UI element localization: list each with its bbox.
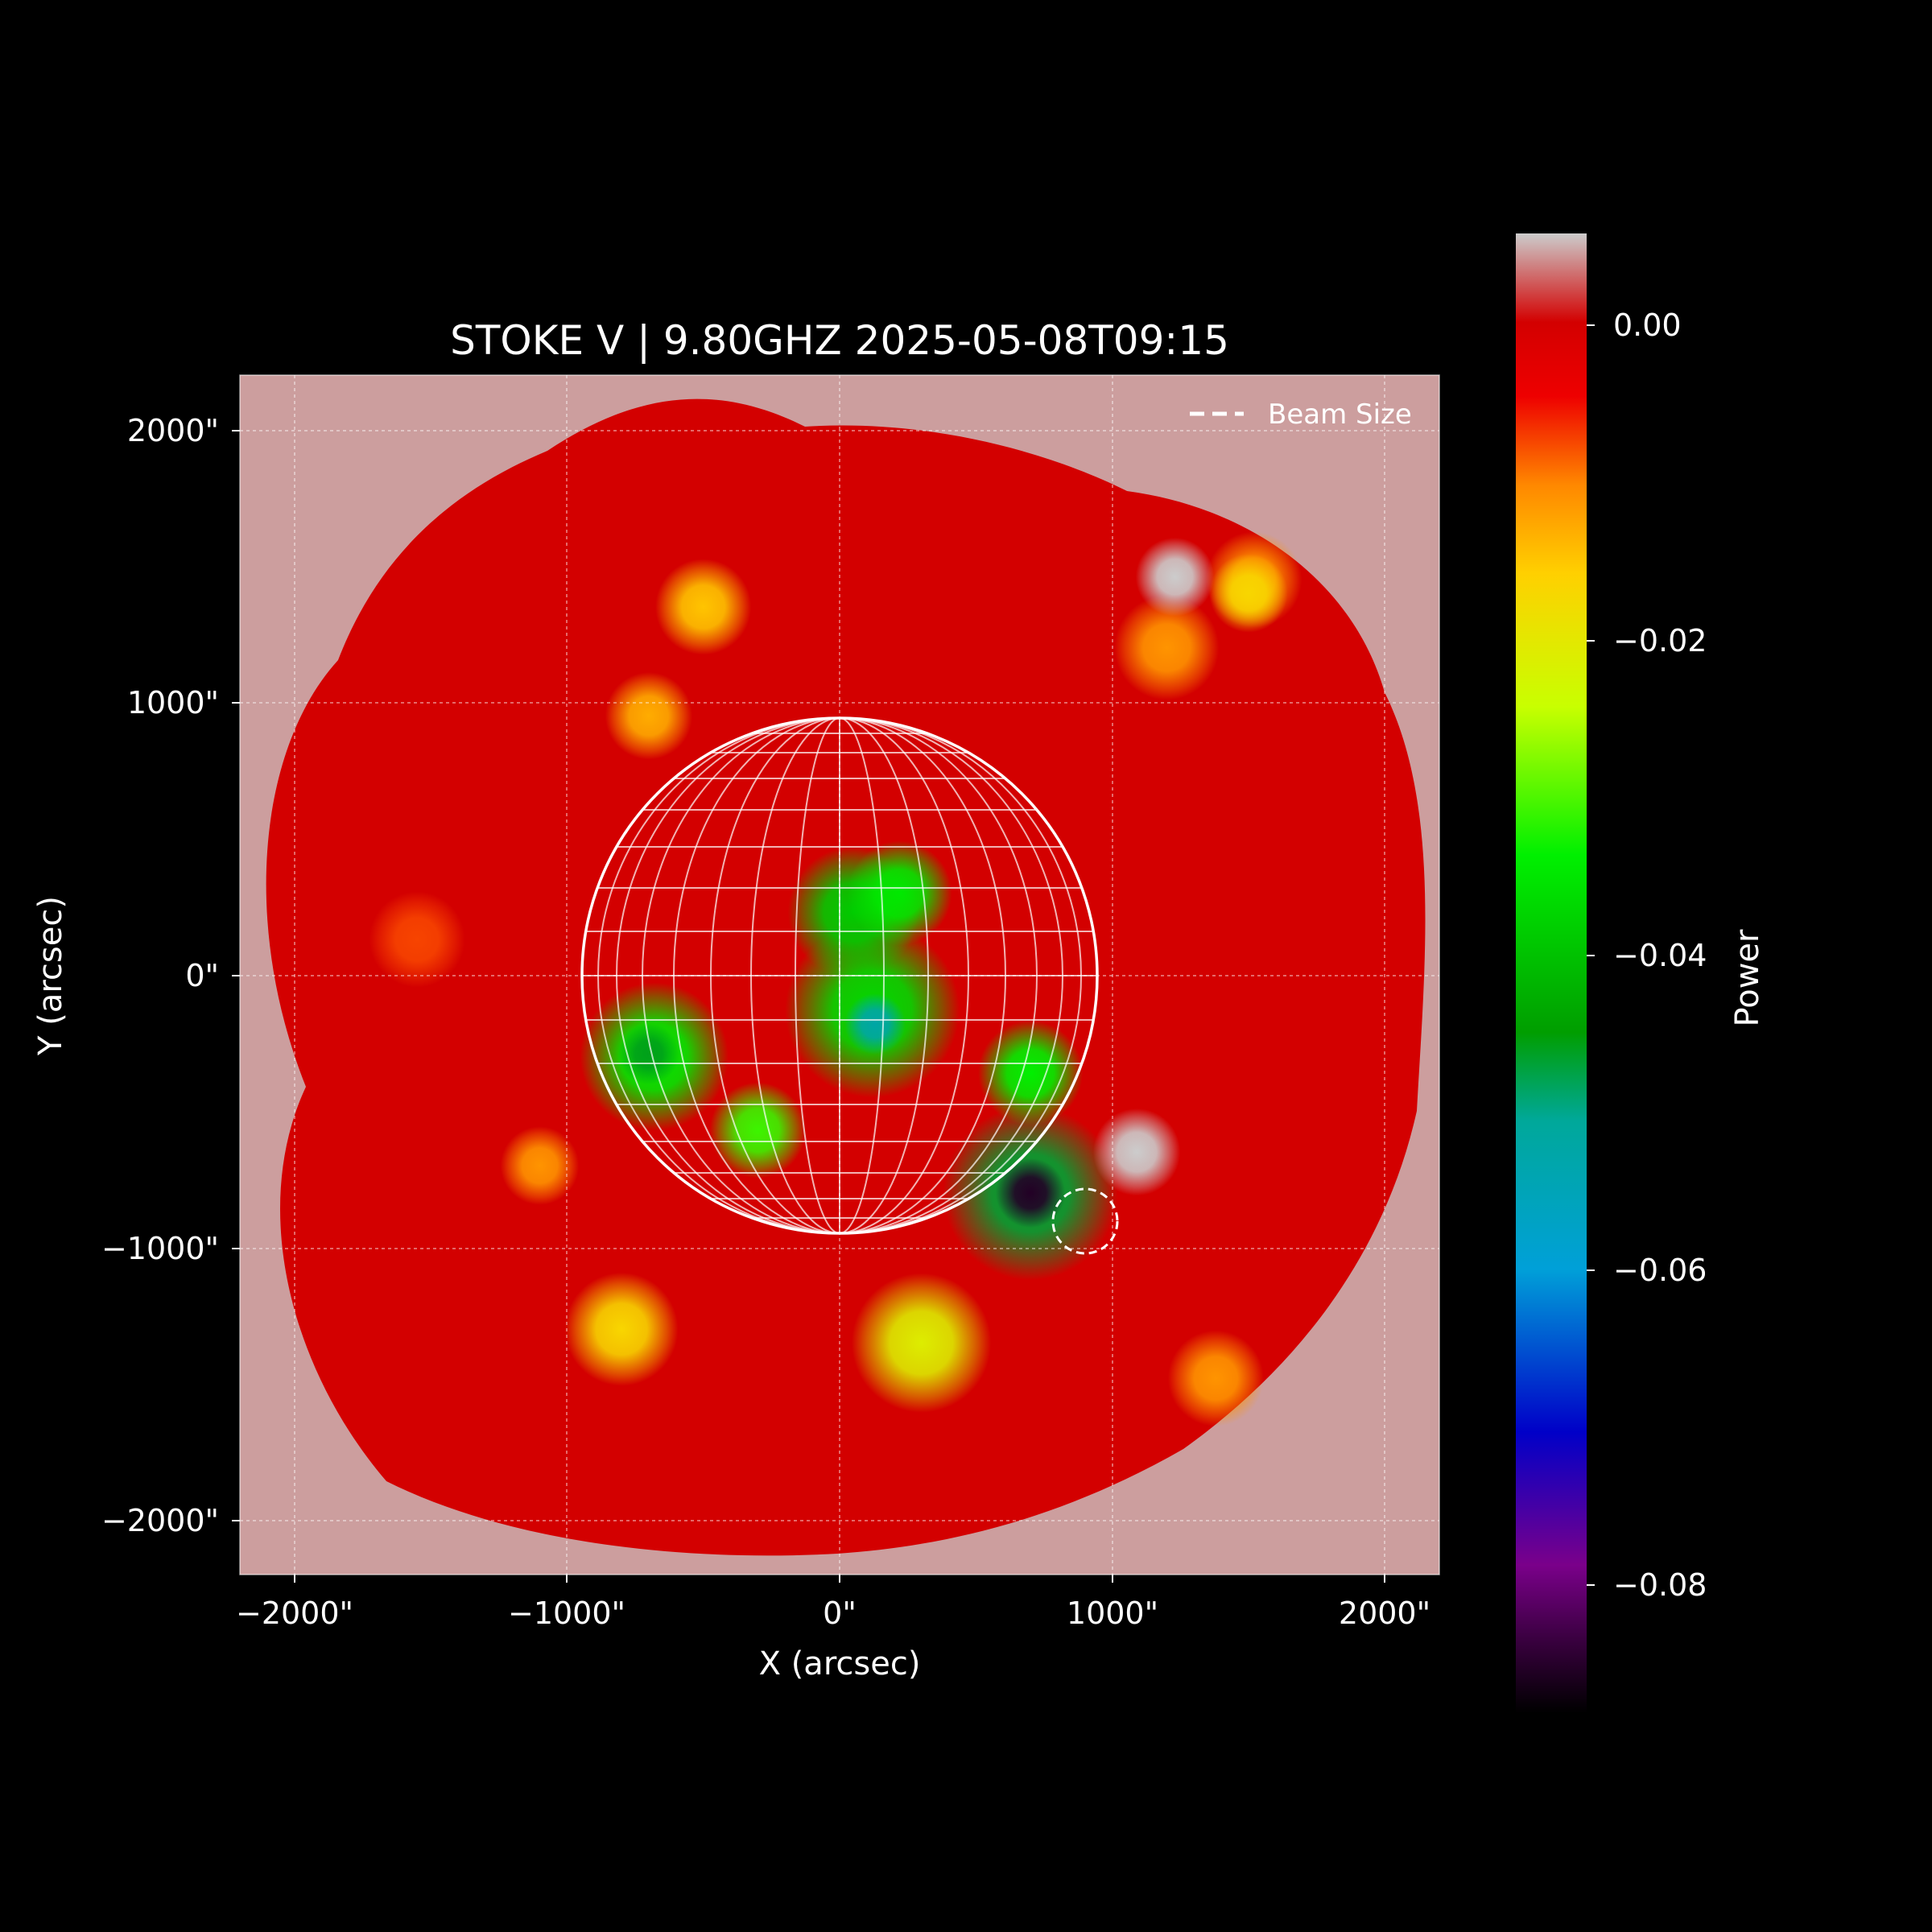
- y-tick-label: −2000": [101, 1503, 219, 1538]
- colorbar-tick-label: −0.08: [1613, 1567, 1707, 1603]
- source-blob: [500, 1126, 580, 1205]
- source-blob: [564, 1272, 679, 1386]
- beam-size-circle: [1051, 1187, 1119, 1255]
- source-blob: [1114, 595, 1220, 700]
- colorbar-tick-label: −0.06: [1613, 1253, 1707, 1288]
- source-blob: [978, 1020, 1084, 1125]
- chart-title: STOKE V | 9.80GHZ 2025-05-08T09:15: [450, 317, 1229, 364]
- source-blob: [369, 891, 465, 988]
- source-blob: [709, 1082, 807, 1179]
- y-tick-label: 2000": [127, 413, 219, 448]
- source-blob: [995, 1158, 1066, 1228]
- colorbar-tick-label: −0.02: [1613, 623, 1707, 658]
- source-blob: [605, 672, 693, 760]
- source-blob: [655, 559, 752, 655]
- x-tick-label: −2000": [236, 1596, 353, 1631]
- plot-area: [240, 375, 1439, 1575]
- colorbar-tick-label: −0.04: [1613, 938, 1707, 973]
- y-tick-label: −1000": [101, 1231, 219, 1266]
- colorbar-tick-label: 0.00: [1613, 308, 1682, 343]
- legend-label-beam-size: Beam Size: [1268, 398, 1412, 431]
- x-axis-label: X (arcsec): [759, 1645, 921, 1682]
- x-axis: [294, 1575, 1385, 1583]
- source-blob: [618, 1023, 679, 1085]
- solar-limb: [580, 716, 1099, 1235]
- source-blob: [851, 1273, 992, 1413]
- y-axis-label: Y (arcsec): [32, 896, 69, 1056]
- y-tick-label: 1000": [127, 685, 219, 720]
- source-blob: [1209, 554, 1288, 633]
- x-tick-label: 0": [823, 1596, 857, 1631]
- legend: Beam Size: [1190, 398, 1412, 431]
- source-blob: [1167, 1330, 1264, 1426]
- x-tick-label: 2000": [1339, 1596, 1430, 1631]
- source-blob: [847, 840, 952, 946]
- source-blob: [1135, 537, 1215, 617]
- source-blob: [1092, 1108, 1181, 1196]
- colorbar-label: Power: [1729, 929, 1766, 1026]
- y-axis: [232, 430, 240, 1521]
- gridlines: [240, 375, 1439, 1575]
- colorbar: 0.00 −0.02 −0.04 −0.06 −0.08 Power: [1516, 233, 1766, 1713]
- y-tick-label: 0": [185, 958, 219, 993]
- colorbar-gradient: [1516, 233, 1587, 1713]
- x-tick-label: 1000": [1067, 1596, 1158, 1631]
- source-blob: [844, 993, 906, 1055]
- colorbar-ticks: [1587, 324, 1595, 1586]
- x-tick-label: −1000": [508, 1596, 625, 1631]
- source-blobs: [369, 531, 1302, 1426]
